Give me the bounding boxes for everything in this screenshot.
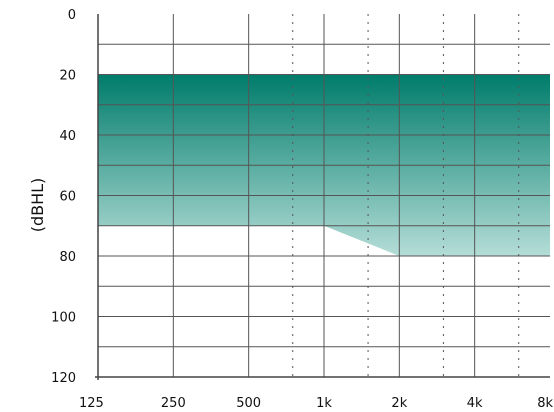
x-tick-label: 500: [236, 396, 261, 411]
y-tick-label: 40: [59, 129, 76, 144]
x-tick-label: 125: [79, 396, 104, 411]
grid-layer: [98, 14, 550, 377]
y-tick-label: 20: [59, 69, 76, 84]
x-tick-label: 250: [161, 396, 186, 411]
x-tick-label: 8k: [537, 396, 553, 411]
x-tick-label: 2k: [391, 396, 407, 411]
y-tick-label: 0: [68, 8, 76, 23]
x-tick-label: 4k: [467, 396, 483, 411]
y-axis-label: (dBHL): [28, 178, 47, 233]
y-tick-label: 120: [51, 371, 76, 386]
y-tick-label: 60: [59, 190, 76, 205]
x-tick-label: 1k: [316, 396, 332, 411]
axis-layer: [95, 14, 550, 380]
y-tick-label: 100: [51, 311, 76, 326]
y-tick-label: 80: [59, 250, 76, 265]
